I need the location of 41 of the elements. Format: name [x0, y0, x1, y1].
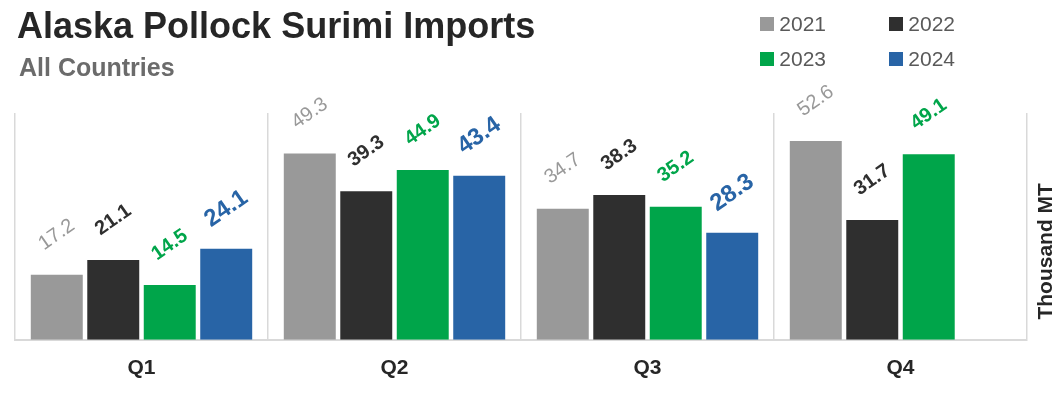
x-tick-label: Q1: [127, 355, 156, 379]
data-label: 35.2: [652, 145, 698, 186]
data-label: 49.1: [905, 92, 951, 134]
legend-label: 2023: [779, 47, 826, 70]
y-axis-title: Thousand MT: [1032, 182, 1056, 320]
data-label: 31.7: [849, 158, 894, 199]
bar: [593, 195, 646, 340]
data-label: 43.4: [451, 109, 506, 159]
data-label: 39.3: [343, 129, 388, 171]
data-label: 38.3: [596, 133, 641, 174]
chart-title: Alaska Pollock Surimi Imports: [17, 5, 536, 46]
bar: [396, 170, 449, 340]
bar: [536, 208, 589, 340]
bar: [902, 154, 955, 340]
bar: [340, 191, 393, 340]
bar: [283, 153, 336, 340]
legend-label: 2022: [908, 12, 955, 35]
chart-subtitle: All Countries: [19, 53, 175, 81]
bar: [706, 232, 759, 340]
data-label: 34.7: [539, 147, 585, 188]
data-label: 17.2: [33, 213, 79, 254]
bar: [789, 140, 842, 340]
data-label: 24.1: [198, 182, 253, 232]
legend-label: 2021: [779, 12, 826, 35]
data-label: 28.3: [704, 166, 759, 216]
bar: [649, 206, 702, 340]
data-label: 21.1: [90, 198, 135, 239]
bar: [453, 175, 506, 340]
data-label: 49.3: [286, 92, 332, 133]
bar: [143, 284, 196, 340]
x-tick-label: Q2: [380, 355, 409, 379]
bar: [30, 274, 83, 340]
x-tick-label: Q4: [886, 355, 915, 379]
data-label: 14.5: [146, 223, 192, 264]
bar: [200, 248, 253, 340]
bar: [846, 219, 899, 340]
data-label: 44.9: [399, 108, 445, 150]
legend-label: 2024: [908, 47, 955, 70]
x-tick-label: Q3: [633, 355, 662, 379]
bar: [87, 260, 140, 340]
data-label: 52.6: [792, 79, 838, 120]
